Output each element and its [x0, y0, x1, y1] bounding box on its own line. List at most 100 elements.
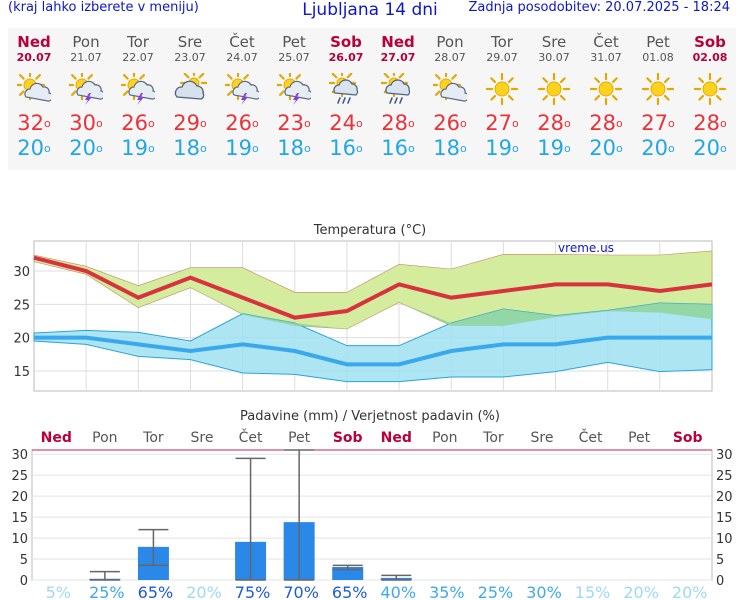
min-temperature: 20o [693, 136, 727, 160]
day-name: Tor [491, 33, 513, 51]
min-temperature-value: 20 [69, 136, 96, 160]
max-temperature: 28o [381, 111, 415, 135]
max-temperature: 26o [225, 111, 259, 135]
forecast-day: Ned 27.07 28o 16o [372, 28, 424, 170]
precipitation-day-label: Tor [142, 430, 164, 446]
day-date: 01.08 [642, 51, 674, 64]
min-temperature: 18o [173, 136, 207, 160]
forecast-day: Pet 25.07 23o 18o [268, 28, 320, 170]
precipitation-probability: 25% [89, 583, 125, 600]
precipitation-y-tick-left: 5 [20, 553, 28, 568]
min-temperature-value: 20 [693, 136, 720, 160]
max-temperature-value: 26 [433, 111, 460, 135]
precipitation-y-tick-right: 5 [716, 553, 724, 568]
min-temperature: 18o [277, 136, 311, 160]
min-temperature-value: 19 [225, 136, 252, 160]
max-temperature-value: 26 [121, 111, 148, 135]
sun-icon [693, 72, 727, 106]
day-name: Pet [282, 33, 306, 51]
max-temperature-value: 27 [641, 111, 668, 135]
min-temperature: 16o [381, 136, 415, 160]
precipitation-probability: 20% [186, 583, 222, 600]
day-date: 31.07 [590, 51, 622, 64]
precipitation-day-label: Sre [191, 430, 214, 446]
day-name: Sob [694, 33, 726, 51]
max-temperature-value: 28 [589, 111, 616, 135]
min-temperature: 20o [641, 136, 675, 160]
forecast-day: Pon 28.07 26o 18o [424, 28, 476, 170]
min-temperature-line [34, 335, 712, 367]
precipitation-day-label: Ned [381, 430, 412, 446]
precipitation-y-tick-right: 0 [716, 574, 724, 589]
max-temperature-value: 32 [17, 111, 44, 135]
max-temperature: 32o [17, 111, 51, 135]
precipitation-y-tick-left: 30 [11, 448, 28, 463]
max-temperature: 28o [693, 111, 727, 135]
precipitation-y-tick-left: 10 [11, 532, 28, 547]
min-temperature-value: 18 [173, 136, 200, 160]
day-name: Tor [127, 33, 149, 51]
precipitation-y-tick-left: 20 [11, 490, 28, 505]
precipitation-y-tick-right: 10 [716, 532, 733, 547]
max-temperature: 24o [329, 111, 363, 135]
precipitation-day-label: Čet [579, 428, 603, 446]
precipitation-day-label: Pon [432, 430, 457, 446]
max-temperature: 27o [641, 111, 675, 135]
min-temperature: 20o [589, 136, 623, 160]
max-temperature-value: 28 [537, 111, 564, 135]
forecast-strip: Ned 20.07 32o 20o Pon 21.07 30o 20o Tor 22.07 26o 1… [8, 28, 736, 170]
page-title: Ljubljana 14 dni [302, 0, 438, 20]
day-name: Pon [436, 33, 464, 51]
min-temperature-value: 16 [381, 136, 408, 160]
precipitation-probability: 5% [46, 583, 71, 600]
day-name: Pet [646, 33, 670, 51]
min-temperature: 16o [329, 136, 363, 160]
precipitation-probability: 20% [672, 583, 708, 600]
max-temperature-value: 23 [277, 111, 304, 135]
precipitation-y-tick-left: 25 [11, 469, 28, 484]
forecast-day: Sob 26.07 24o 16o [320, 28, 372, 170]
precipitation-probability: 40% [381, 583, 417, 600]
forecast-day: Pet 01.08 27o 20o [632, 28, 684, 170]
min-temperature: 19o [485, 136, 519, 160]
day-date: 30.07 [538, 51, 570, 64]
precipitation-plot-area [31, 449, 713, 581]
min-temperature-value: 20 [641, 136, 668, 160]
min-temperature-value: 20 [589, 136, 616, 160]
precipitation-day-label: Tor [482, 430, 504, 446]
day-name: Čet [229, 33, 255, 51]
day-date: 28.07 [434, 51, 466, 64]
min-temperature-value: 20 [17, 136, 44, 160]
precipitation-day-label: Sob [673, 430, 703, 446]
precipitation-probability: 65% [332, 583, 368, 600]
day-date: 27.07 [380, 51, 416, 64]
max-temperature: 27o [485, 111, 519, 135]
sun-rain-icon [379, 68, 415, 105]
precipitation-y-tick-left: 0 [20, 574, 28, 589]
precipitation-probability: 30% [526, 583, 562, 600]
min-temperature-value: 18 [433, 136, 460, 160]
sun-icon [485, 72, 519, 106]
temperature-y-tick: 30 [13, 265, 30, 280]
temperature-y-tick: 25 [13, 298, 30, 313]
precipitation-probability: 25% [478, 583, 514, 600]
forecast-day: Čet 31.07 28o 20o [580, 28, 632, 170]
precipitation-chart-title: Padavine (mm) / Verjetnost padavin (%) [240, 409, 500, 424]
precipitation-day-label: Pet [288, 430, 311, 446]
day-date: 21.07 [70, 51, 102, 64]
min-temperature: 20o [69, 136, 103, 160]
min-temperature-value: 19 [485, 136, 512, 160]
precipitation-day-label: Ned [41, 430, 72, 446]
forecast-day: Tor 22.07 26o 19o [112, 28, 164, 170]
sun-cloud-icon [14, 69, 54, 105]
precipitation-probability: 35% [429, 583, 465, 600]
max-temperature-value: 24 [329, 111, 356, 135]
day-date: 22.07 [122, 51, 154, 64]
precipitation-y-tick-right: 15 [716, 511, 733, 526]
min-temperature: 20o [17, 136, 51, 160]
precipitation-probability: 20% [623, 583, 659, 600]
sun-icon [641, 72, 675, 106]
precipitation-y-tick-right: 25 [716, 469, 733, 484]
max-temperature: 26o [121, 111, 155, 135]
max-temperature: 26o [433, 111, 467, 135]
